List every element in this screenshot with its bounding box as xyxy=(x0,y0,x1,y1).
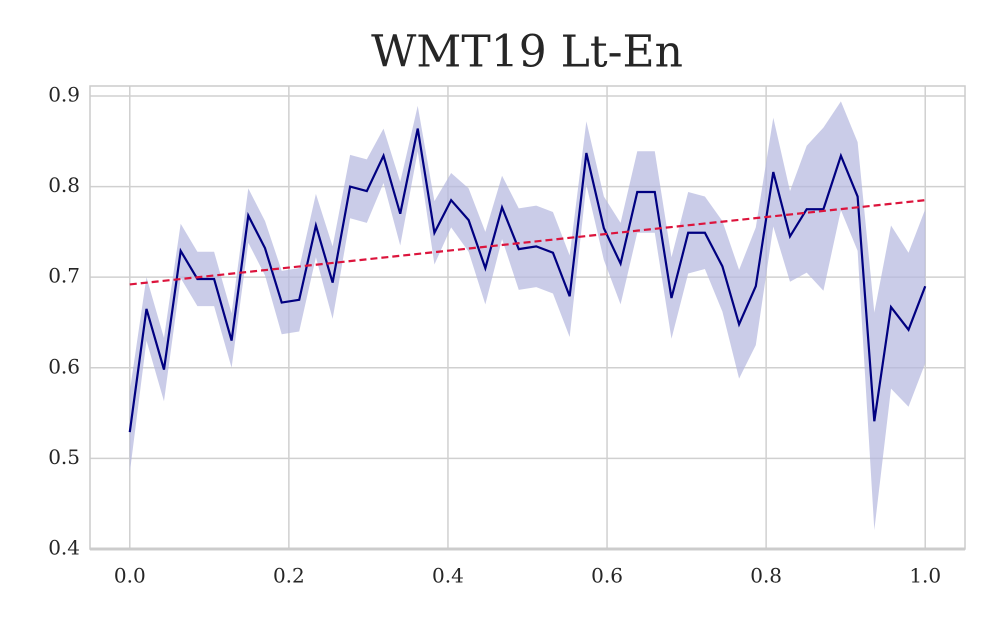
x-tick-label: 1.0 xyxy=(909,564,941,588)
y-tick-label: 0.4 xyxy=(48,536,80,560)
y-tick-label: 0.9 xyxy=(48,82,80,106)
x-tick-label: 0.6 xyxy=(591,564,623,588)
x-tick-label: 0.4 xyxy=(432,564,464,588)
chart-title: WMT19 Lt-En xyxy=(371,27,683,78)
x-tick-label: 0.8 xyxy=(750,564,782,588)
trend-line xyxy=(129,199,926,286)
y-tick-label: 0.8 xyxy=(48,173,80,197)
line xyxy=(128,128,927,433)
confidence-band xyxy=(129,101,926,530)
y-tick-label: 0.6 xyxy=(48,354,80,378)
y-tick-label: 0.7 xyxy=(48,264,80,288)
x-tick-label: 0.2 xyxy=(273,564,305,588)
y-tick-label: 0.5 xyxy=(48,445,80,469)
x-tick-label: 0.0 xyxy=(114,564,146,588)
